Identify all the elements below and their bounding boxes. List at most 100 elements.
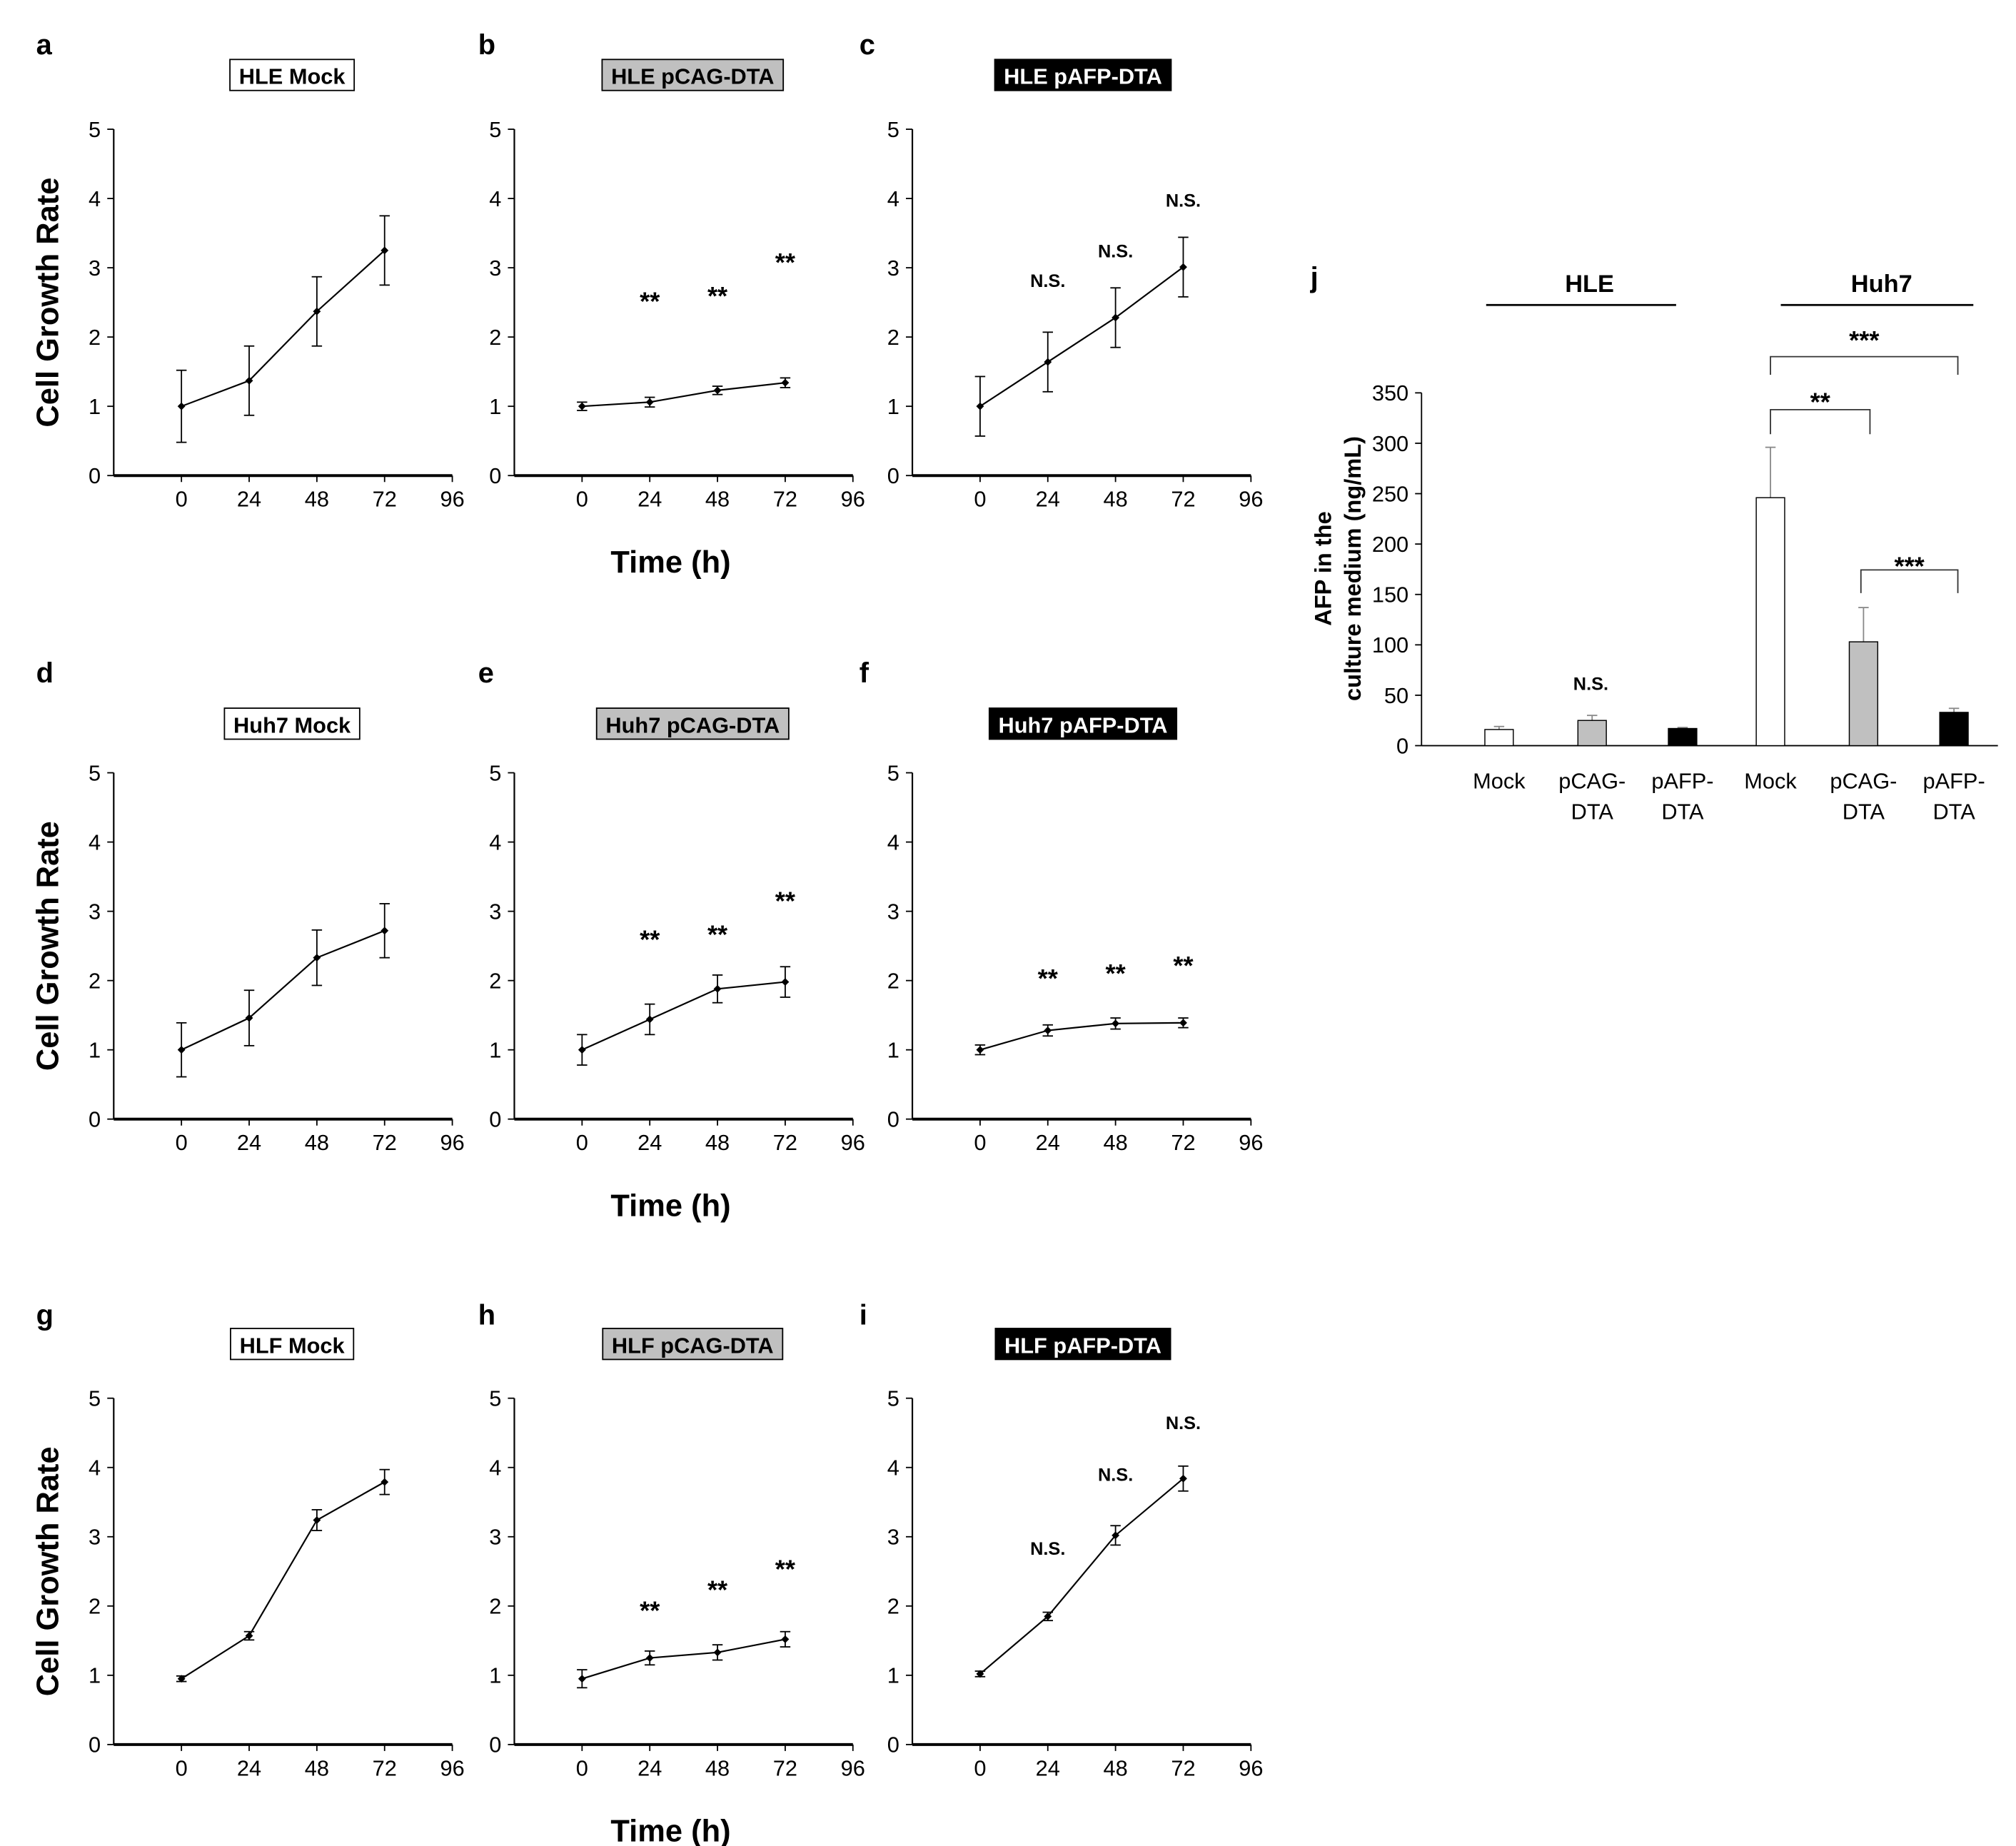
title-box [595,707,790,740]
x-tick-label: 96 [841,1755,865,1780]
y-tick-label: 4 [887,1456,899,1481]
y-tick-label: 200 [1372,532,1408,557]
x-tick-label: 0 [176,1130,188,1155]
significance-label: *** [1849,326,1880,355]
panel-title: Huh7 Mock [233,712,351,737]
panel-g: g HLF Mock 0 1 2 3 4 5 0 24 48 72 96 Cell Growth Rate [31,1300,464,1781]
y-tick-label: 5 [887,760,899,785]
series-line [581,981,786,1051]
x-tick-label: 72 [373,1130,397,1155]
x-axis-label: Time (h) [610,545,730,580]
panel-c: c HLE pAFP-DTA 0 1 2 3 4 5 0 24 48 72 96 N.S. N.S. N.S. [860,29,1264,512]
panel-title: Huh7 pAFP-DTA [999,712,1168,737]
y-tick-label: 5 [887,117,899,142]
x-tick-label: 96 [841,1130,865,1155]
significance-label: N.S. [1030,271,1065,291]
title-box [602,1328,784,1361]
y-tick-label: 5 [489,117,501,142]
x-tick-label: 72 [773,487,797,512]
y-tick-label: 4 [489,1456,501,1481]
x-tick-label: 96 [440,1130,464,1155]
significance-label: ** [640,1595,660,1625]
panel-title: HLE Mock [239,64,346,89]
x-tick-label: 24 [237,1130,261,1155]
significance-label: ** [775,886,796,915]
panel-f: f Huh7 pAFP-DTA 0 1 2 3 4 5 0 24 48 72 96 ** ** ** [860,657,1264,1155]
data-point [645,1015,654,1024]
y-tick-label: 4 [887,829,899,854]
significance-bracket [1770,408,1871,435]
y-tick-label: 0 [489,1107,501,1132]
y-tick-label: 4 [489,186,501,211]
panel-i: i HLF pAFP-DTA 0 1 2 3 4 5 0 24 48 72 96 N.S. N.S. N.S. [860,1300,1264,1781]
x-tick-label: 0 [176,1755,188,1780]
y-tick-label: 0 [489,463,501,488]
y-axis-label: AFP in the [1311,511,1336,626]
x-tick-label: 48 [305,1755,329,1780]
y-tick-label: 4 [89,829,101,854]
data-point [1112,1019,1120,1028]
x-tick-label: 48 [705,1755,730,1780]
panel-letter: i [860,1300,867,1331]
y-tick-label: 3 [489,899,501,924]
data-point [781,1635,790,1643]
panel-letter: b [478,29,495,61]
significance-label: N.S. [1573,675,1608,695]
x-axis-label: Time (h) [610,1815,730,1846]
title-box [230,1328,355,1361]
y-tick-label: 2 [89,1594,101,1619]
category-label: Mock [1744,768,1797,793]
x-tick-label: 48 [1103,1755,1127,1780]
category-label: pAFP- [1651,768,1713,793]
panel-title: HLE pCAG-DTA [611,64,774,89]
y-tick-label: 1 [89,1038,101,1063]
significance-label: ** [1810,388,1831,417]
x-tick-label: 96 [440,1755,464,1780]
y-tick-label: 4 [89,186,101,211]
bar [1577,720,1607,747]
y-tick-label: 1 [489,1038,501,1063]
data-point [245,1014,253,1022]
data-point [713,984,722,993]
series-line [979,1478,1184,1675]
category-label: pCAG- [1558,768,1626,793]
data-point [1112,313,1120,322]
y-tick-label: 5 [89,760,101,785]
y-tick-label: 2 [89,969,101,994]
y-tick-label: 0 [1396,733,1408,758]
data-point [578,1046,586,1054]
y-tick-label: 0 [887,463,899,488]
x-tick-label: 24 [637,487,662,512]
y-tick-label: 5 [89,117,101,142]
bar [1668,727,1698,747]
x-tick-label: 96 [1239,487,1263,512]
x-tick-label: 0 [974,1130,986,1155]
y-tick-label: 5 [887,1386,899,1411]
y-tick-label: 1 [887,1663,899,1688]
category-label: DTA [1571,800,1614,824]
title-box [994,59,1172,91]
panel-letter: d [36,657,54,689]
x-tick-label: 72 [773,1755,797,1780]
panel-title: Huh7 pCAG-DTA [605,712,780,737]
data-point [976,402,984,410]
y-tick-label: 1 [89,1663,101,1688]
y-tick-label: 2 [489,1594,501,1619]
significance-bracket [1770,355,1959,375]
data-point [781,378,790,387]
data-point [1044,358,1052,366]
panel-h: h HLF pCAG-DTA 0 1 2 3 4 5 0 24 48 72 96 ** ** ** Time (… [478,1300,865,1846]
category-label: DTA [1661,800,1704,824]
series-line [181,929,385,1051]
category-label: DTA [1932,800,1975,824]
data-point [380,927,389,935]
x-axis-label: Time (h) [610,1189,730,1223]
series-line [979,266,1184,408]
x-tick-label: 48 [1103,487,1127,512]
x-tick-label: 24 [237,1755,261,1780]
bar [1848,641,1879,747]
category-label: pAFP- [1923,768,1985,793]
data-point [313,307,321,316]
x-tick-label: 24 [637,1130,662,1155]
y-tick-label: 4 [489,829,501,854]
